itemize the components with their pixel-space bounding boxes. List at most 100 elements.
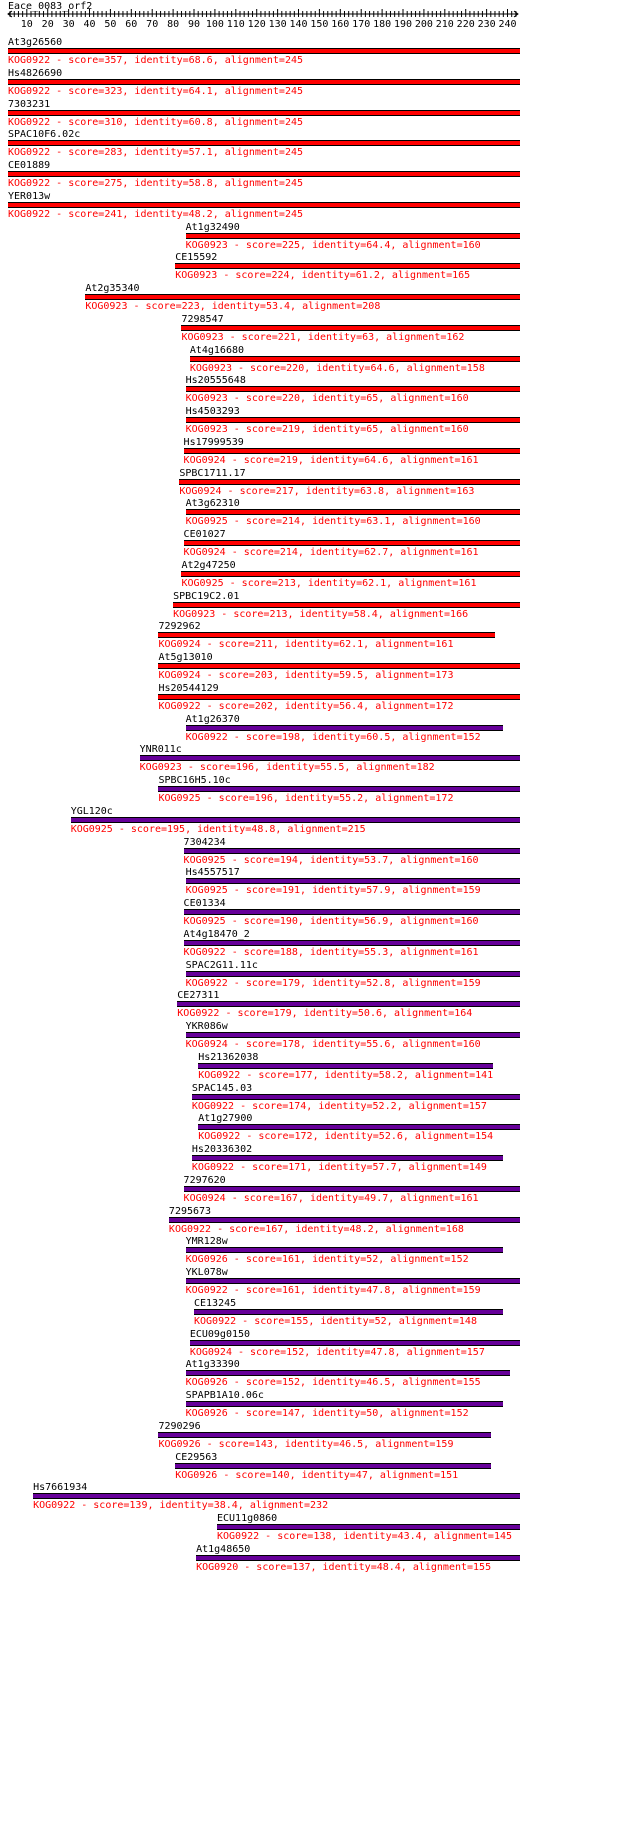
hit-name: YNR011c [139, 744, 182, 756]
hit-bar [85, 294, 521, 300]
hit-bar [183, 1185, 521, 1192]
hit-name: Hs20544129 [158, 682, 219, 694]
hit-stats: KOG0925 - score=194, identity=53.7, alig… [183, 854, 479, 866]
hit-name: YER013w [8, 190, 51, 202]
hit-name: CE15592 [175, 252, 218, 264]
hit-bar [185, 724, 504, 731]
hit-name: 7297620 [183, 1174, 226, 1186]
hit-stats: KOG0924 - score=203, identity=59.5, alig… [158, 670, 454, 681]
hit-name: SPBC1711.17 [179, 467, 246, 479]
hit-bar [158, 786, 521, 792]
hit-stats: KOG0922 - score=202, identity=56.4, alig… [158, 700, 454, 712]
hit-stats: KOG0922 - score=179, identity=52.8, alig… [185, 977, 481, 989]
hit-stats: KOG0926 - score=161, identity=52, alignm… [185, 1254, 469, 1266]
ruler-tick-label: 240 [498, 19, 516, 30]
hit-name: ECU09g0150 [189, 1328, 251, 1340]
hit-bar [185, 878, 521, 885]
ruler-tick-label: 50 [104, 19, 116, 30]
hit-bar [189, 355, 521, 362]
hit-stats: KOG0923 - score=213, identity=58.4, alig… [173, 608, 469, 620]
hit-bar [198, 1062, 493, 1069]
hit-name: At1g33390 [185, 1359, 240, 1371]
hit-name: CE29563 [175, 1451, 218, 1463]
hit-bar [183, 540, 521, 546]
hit-bar [185, 417, 521, 423]
hit-stats: KOG0924 - score=167, identity=49.7, alig… [183, 1192, 479, 1204]
hit-bar [8, 171, 521, 177]
hit-bar [158, 1431, 491, 1438]
hit-bar [185, 386, 521, 393]
hit-bar [196, 1554, 521, 1561]
hit-stats: KOG0922 - score=179, identity=50.6, alig… [177, 1008, 473, 1020]
ruler-tick-label: 170 [352, 19, 370, 30]
ruler-tick-label: 190 [394, 19, 412, 30]
hit-bar [183, 939, 521, 946]
hit-bar [185, 1247, 504, 1254]
hit-name: CE01334 [183, 898, 226, 909]
ruler-tick-label: 200 [415, 19, 433, 30]
hit-name: At1g27900 [198, 1113, 253, 1125]
hit-stats: KOG0922 - score=198, identity=60.5, alig… [185, 731, 481, 743]
hit-stats: KOG0922 - score=323, identity=64.1, alig… [8, 85, 304, 97]
hit-stats: KOG0924 - score=211, identity=62.1, alig… [158, 639, 454, 651]
hit-name: Hs21362038 [198, 1051, 259, 1063]
ruler-tick-label: 220 [457, 19, 475, 30]
hit-stats: KOG0925 - score=214, identity=63.1, alig… [185, 516, 481, 528]
ruler-tick-label: 120 [248, 19, 266, 30]
hit-stats: KOG0925 - score=213, identity=62.1, alig… [181, 577, 477, 589]
hit-stats: KOG0922 - score=188, identity=55.3, alig… [183, 946, 479, 958]
hit-name: CE01889 [8, 160, 51, 171]
position-ruler: 10 20 30 40 50 60 70 80 90 100 110 120 130 140 150 160 1… [7, 9, 519, 30]
hit-bar [158, 632, 495, 639]
ruler-tick-label: 60 [125, 19, 137, 30]
hit-stats: KOG0926 - score=147, identity=50, alignm… [185, 1408, 469, 1419]
ruler-tick-label: 30 [63, 19, 75, 30]
hit-bar [70, 816, 521, 823]
hit-stats: KOG0922 - score=139, identity=38.4, alig… [33, 1500, 329, 1512]
ruler-tick-label: 180 [373, 19, 391, 30]
hit-stats: KOG0922 - score=357, identity=68.6, alig… [8, 55, 304, 66]
ruler-tick-label: 70 [146, 19, 158, 30]
hit-bar [179, 478, 521, 485]
ruler-tick-label: 10 [21, 19, 33, 30]
ruler-tick-label: 80 [167, 19, 179, 30]
hit-name: YKR086w [185, 1021, 228, 1032]
ruler-right-arrow-icon [513, 10, 519, 18]
query-title: Eace_0083_orf2 [8, 1, 93, 12]
hit-name: 7295673 [168, 1205, 212, 1217]
hit-stats: KOG0923 - score=224, identity=61.2, alig… [175, 270, 471, 282]
hit-stats: KOG0925 - score=195, identity=48.8, alig… [70, 823, 366, 835]
hit-bar [185, 232, 521, 239]
hit-stats: KOG0923 - score=223, identity=53.4, alig… [85, 301, 381, 312]
hit-bar [8, 48, 521, 54]
hit-name: At2g35340 [85, 283, 140, 294]
hit-stats: KOG0926 - score=143, identity=46.5, alig… [158, 1438, 454, 1450]
hit-name: ECU11g0860 [217, 1513, 278, 1524]
hit-name: SPBC16H5.10c [158, 775, 231, 786]
hit-bar [198, 1124, 521, 1131]
hit-name: YGL120c [70, 805, 113, 817]
hit-name: Hs17999539 [183, 436, 244, 448]
ruler-tick-label: 160 [331, 19, 349, 30]
hit-name: At5g13010 [158, 652, 213, 663]
hit-name: 7304234 [183, 836, 226, 848]
hit-bar [191, 1155, 504, 1161]
hit-stats: KOG0923 - score=220, identity=65, alignm… [185, 393, 469, 405]
hit-stats: KOG0924 - score=219, identity=64.6, alig… [183, 454, 479, 466]
hit-name: At4g16680 [189, 344, 245, 356]
hit-name: At2g47250 [181, 559, 236, 571]
hit-bar [185, 1032, 521, 1038]
hit-name: SPBC19C2.01 [173, 590, 240, 602]
hit-name: YMR128w [185, 1236, 228, 1248]
hit-bar [8, 109, 521, 116]
ruler-tick-label: 230 [478, 19, 496, 30]
hit-stats: KOG0924 - score=178, identity=55.6, alig… [185, 1039, 481, 1050]
hit-bar [175, 1462, 491, 1469]
hit-bar [181, 570, 521, 577]
ruler-left-arrow-icon [7, 10, 13, 18]
ruler-tick-label: 140 [289, 19, 307, 30]
hit-bar [185, 1278, 521, 1284]
hit-name: 7298547 [181, 313, 224, 325]
ruler-tick-label: 150 [310, 19, 328, 30]
hit-bar [33, 1493, 521, 1500]
